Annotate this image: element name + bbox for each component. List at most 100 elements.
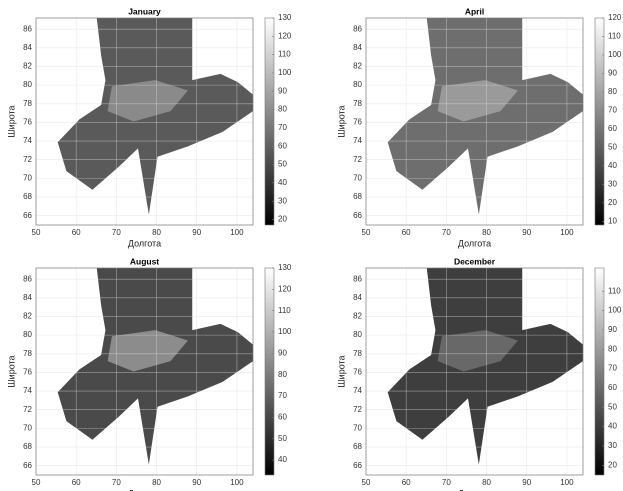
- y-tick-label: 76: [353, 368, 362, 377]
- x-tick-label: 80: [152, 478, 161, 487]
- colorbar: [265, 268, 274, 475]
- colorbar-tick-label: 80: [608, 344, 617, 353]
- colorbar-tick-label: 110: [278, 306, 291, 315]
- y-tick-label: 86: [353, 274, 362, 283]
- colorbar-tick-label: 70: [608, 364, 617, 373]
- colorbar: [265, 18, 274, 225]
- y-tick-label: 82: [23, 312, 32, 321]
- y-tick-label: 86: [23, 24, 32, 33]
- y-tick-label: 76: [23, 118, 32, 127]
- x-tick-label: 70: [112, 478, 121, 487]
- y-tick-label: 84: [23, 293, 32, 302]
- y-tick-label: 66: [23, 461, 32, 470]
- colorbar-tick-label: 110: [608, 32, 621, 41]
- y-tick-label: 74: [23, 386, 32, 395]
- x-tick-label: 60: [402, 228, 411, 237]
- x-tick-label: 90: [192, 478, 201, 487]
- y-tick-label: 72: [23, 155, 32, 164]
- colorbar-tick-label: 80: [278, 370, 287, 379]
- x-tick-label: 60: [72, 478, 81, 487]
- colorbar-tick-label: 90: [278, 348, 287, 357]
- x-tick-label: 100: [230, 228, 244, 237]
- colorbar-tick-label: 130: [278, 13, 292, 22]
- colorbar-tick-label: 40: [608, 422, 617, 431]
- x-tick-label: 50: [362, 228, 371, 237]
- x-tick-label: 50: [32, 228, 41, 237]
- y-tick-label: 78: [23, 99, 32, 108]
- map-panel: 50607080901006668707274767880828486April…: [336, 6, 622, 248]
- colorbar-tick-label: 30: [608, 441, 617, 450]
- colorbar-tick-label: 40: [278, 455, 287, 464]
- colorbar-tick-label: 60: [278, 141, 287, 150]
- colorbar-tick-label: 100: [608, 306, 622, 315]
- colorbar-tick-label: 60: [608, 124, 617, 133]
- x-tick-label: 80: [482, 478, 491, 487]
- y-tick-label: 70: [353, 173, 362, 182]
- x-tick-label: 90: [192, 228, 201, 237]
- y-tick-label: 68: [23, 442, 32, 451]
- x-tick-label: 70: [112, 228, 121, 237]
- map-panel: 50607080901006668707274767880828486Janua…: [6, 6, 292, 248]
- colorbar-tick-label: 100: [608, 50, 622, 59]
- colorbar-tick-label: 110: [608, 286, 621, 295]
- y-tick-label: 68: [23, 192, 32, 201]
- y-axis-label: Широта: [336, 105, 346, 137]
- y-tick-label: 74: [353, 136, 362, 145]
- y-tick-label: 82: [353, 312, 362, 321]
- colorbar-tick-label: 30: [278, 196, 287, 205]
- y-tick-label: 82: [353, 62, 362, 71]
- colorbar-tick-label: 70: [278, 391, 287, 400]
- colorbar-tick-label: 80: [278, 105, 287, 114]
- panel-title: January: [128, 6, 161, 16]
- colorbar-tick-label: 50: [278, 160, 287, 169]
- y-axis-label: Широта: [336, 355, 346, 387]
- colorbar-tick-label: 60: [278, 412, 287, 421]
- y-tick-label: 78: [353, 349, 362, 358]
- y-tick-label: 76: [353, 118, 362, 127]
- x-tick-label: 60: [72, 228, 81, 237]
- colorbar-tick-label: 70: [278, 123, 287, 132]
- y-tick-label: 72: [353, 155, 362, 164]
- x-axis-label: Долгота: [458, 238, 491, 248]
- colorbar-tick-label: 60: [608, 383, 617, 392]
- y-axis-label: Широта: [6, 105, 16, 137]
- y-tick-label: 70: [23, 173, 32, 182]
- colorbar-tick-label: 70: [608, 106, 617, 115]
- y-tick-label: 66: [23, 211, 32, 220]
- colorbar-tick-label: 80: [608, 87, 617, 96]
- colorbar-tick-label: 50: [608, 402, 617, 411]
- y-tick-label: 70: [23, 423, 32, 432]
- colorbar-tick-label: 10: [608, 216, 617, 225]
- y-tick-label: 82: [23, 62, 32, 71]
- y-tick-label: 72: [23, 405, 32, 414]
- y-tick-label: 84: [23, 43, 32, 52]
- x-tick-label: 100: [230, 478, 244, 487]
- y-tick-label: 86: [353, 24, 362, 33]
- colorbar-tick-label: 90: [608, 69, 617, 78]
- x-tick-label: 90: [522, 478, 531, 487]
- x-tick-label: 70: [442, 478, 451, 487]
- y-tick-label: 72: [353, 405, 362, 414]
- colorbar-tick-label: 40: [608, 161, 617, 170]
- colorbar-tick-label: 110: [278, 50, 291, 59]
- colorbar-tick-label: 20: [278, 215, 287, 224]
- colorbar-tick-label: 100: [278, 68, 292, 77]
- colorbar-tick-label: 90: [608, 325, 617, 334]
- y-tick-label: 84: [353, 43, 362, 52]
- x-tick-label: 80: [152, 228, 161, 237]
- x-tick-label: 100: [560, 228, 574, 237]
- panel-title: August: [130, 256, 159, 266]
- x-tick-label: 50: [32, 478, 41, 487]
- x-tick-label: 60: [402, 478, 411, 487]
- x-tick-label: 80: [482, 228, 491, 237]
- y-tick-label: 78: [353, 99, 362, 108]
- y-tick-label: 68: [353, 442, 362, 451]
- y-tick-label: 80: [353, 80, 362, 89]
- panel-title: April: [465, 6, 484, 16]
- y-tick-label: 74: [353, 386, 362, 395]
- colorbar: [595, 18, 604, 225]
- colorbar-tick-label: 20: [608, 460, 617, 469]
- y-tick-label: 66: [353, 461, 362, 470]
- y-tick-label: 80: [23, 330, 32, 339]
